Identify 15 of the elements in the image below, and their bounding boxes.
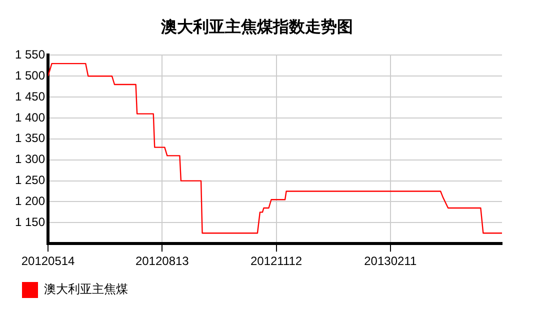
x-tick-label: 20120813 xyxy=(135,254,190,268)
y-tick-label: 1 350 xyxy=(15,131,46,146)
x-tick-label: 20120514 xyxy=(21,254,76,268)
y-tick-label: 1 450 xyxy=(15,89,46,104)
y-tick-label: 1 300 xyxy=(15,152,46,166)
chart-title: 澳大利亚主焦煤指数走势图 xyxy=(160,16,353,36)
x-tick-label: 20130211 xyxy=(364,254,417,268)
y-tick-label: 1 550 xyxy=(15,48,46,62)
x-tick-label: 20121112 xyxy=(250,254,302,268)
y-tick-label: 1 250 xyxy=(15,173,46,188)
y-tick-label: 1 150 xyxy=(15,214,46,229)
y-tick-label: 1 200 xyxy=(15,194,46,208)
y-tick-label: 1 500 xyxy=(15,68,46,82)
legend-label: 澳大利亚主焦煤 xyxy=(44,282,128,296)
y-tick-label: 1 400 xyxy=(15,110,46,124)
